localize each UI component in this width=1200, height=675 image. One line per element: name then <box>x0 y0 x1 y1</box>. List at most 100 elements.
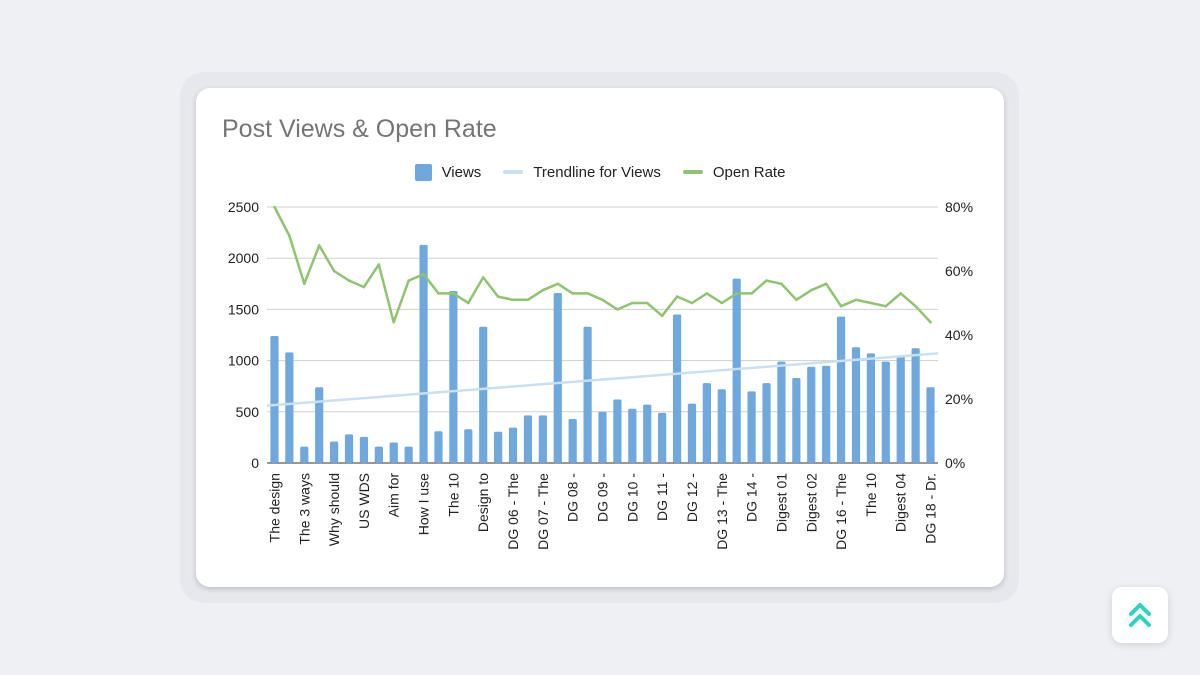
bar-views <box>643 404 652 463</box>
bar-views <box>374 446 383 463</box>
bar-views <box>523 415 533 463</box>
point-open-rate <box>616 308 619 311</box>
bar-views <box>494 431 503 463</box>
point-open-rate <box>467 301 470 305</box>
y-tick-label-right: 80% <box>945 199 973 215</box>
bar-views <box>777 361 786 463</box>
point-open-rate <box>601 298 604 302</box>
point-open-rate <box>675 295 679 298</box>
point-open-rate <box>780 282 783 286</box>
point-open-rate <box>765 279 768 282</box>
y-tick-label-left: 1000 <box>228 353 259 369</box>
point-open-rate <box>302 282 306 286</box>
bar-views <box>330 441 339 463</box>
legend-label-open-rate: Open Rate <box>712 163 786 181</box>
bar-views <box>419 244 428 463</box>
x-tick-label: The 10 <box>863 473 879 517</box>
point-open-rate <box>392 320 396 324</box>
point-open-rate <box>332 269 336 273</box>
bar-views <box>747 391 756 463</box>
bar-views <box>732 278 741 463</box>
point-open-rate <box>720 301 724 305</box>
point-open-rate <box>511 298 515 302</box>
point-open-rate <box>377 263 381 266</box>
bar-views <box>508 427 518 463</box>
chart-card: Post Views & Open Rate Views Trendline f… <box>196 88 1004 587</box>
legend-label-views: Views <box>441 163 482 181</box>
bar-views <box>687 403 697 463</box>
x-tick-label: The 10 <box>445 473 461 517</box>
legend-swatch-open-rate <box>682 170 703 174</box>
y-tick-label-left: 0 <box>251 455 259 471</box>
x-tick-label: DG 09 - <box>595 473 611 522</box>
x-tick-label: Aim for <box>386 473 402 518</box>
point-open-rate <box>481 276 485 279</box>
point-open-rate <box>586 292 589 295</box>
bar-views <box>464 429 473 463</box>
bar-views <box>479 326 488 463</box>
bar-views <box>762 383 771 463</box>
y-tick-label-left: 2000 <box>228 250 259 266</box>
bar-views <box>434 431 443 463</box>
bar-views <box>553 293 562 463</box>
bar-views <box>702 383 711 463</box>
x-tick-label: DG 13 - The <box>714 473 730 550</box>
point-open-rate <box>735 292 738 295</box>
x-tick-label: Why should <box>326 473 342 546</box>
point-open-rate <box>541 288 545 292</box>
x-tick-label: DG 18 - Dr. <box>923 473 939 544</box>
y-tick-label-right: 0% <box>945 455 965 471</box>
point-open-rate <box>824 282 828 286</box>
point-open-rate <box>273 205 276 209</box>
point-open-rate <box>854 298 858 302</box>
y-tick-label-right: 60% <box>945 263 973 279</box>
point-open-rate <box>705 292 709 295</box>
point-open-rate <box>839 304 843 308</box>
bar-views <box>300 446 309 463</box>
y-tick-label-right: 20% <box>945 391 973 407</box>
x-tick-label: The design <box>267 473 283 542</box>
point-open-rate <box>452 292 455 295</box>
point-open-rate <box>407 279 410 282</box>
bar-views <box>792 378 801 463</box>
y-tick-label-left: 2500 <box>228 199 259 215</box>
point-open-rate <box>317 244 321 247</box>
legend-item-views: Views <box>414 163 482 181</box>
x-tick-label: US WDS <box>356 473 372 529</box>
bar-views <box>568 418 577 463</box>
legend-item-open-rate: Open Rate <box>682 163 786 181</box>
bar-views <box>628 408 637 463</box>
x-tick-label: Digest 01 <box>773 473 789 532</box>
bar-views <box>881 361 890 463</box>
point-open-rate <box>526 298 530 302</box>
legend-label-trendline: Trendline for Views <box>533 163 661 181</box>
point-open-rate <box>884 304 888 308</box>
bar-views <box>911 348 920 463</box>
point-open-rate <box>556 282 560 286</box>
scroll-to-top-button[interactable] <box>1112 587 1168 643</box>
point-open-rate <box>929 320 932 324</box>
point-open-rate <box>690 301 694 305</box>
x-tick-label: The 3 ways <box>296 473 312 545</box>
bar-views <box>658 412 667 463</box>
y-tick-label-left: 1500 <box>228 301 259 317</box>
x-tick-label: DG 16 - The <box>833 473 849 550</box>
x-tick-label: DG 07 - The <box>535 473 551 550</box>
point-open-rate <box>899 292 903 295</box>
legend-swatch-views <box>414 163 432 181</box>
x-tick-label: DG 14 - <box>744 473 760 522</box>
bar-views <box>672 314 682 463</box>
point-open-rate <box>347 279 351 282</box>
y-tick-label-right: 40% <box>945 327 973 343</box>
bar-views <box>404 446 413 463</box>
x-tick-label: DG 08 - <box>565 473 581 522</box>
bar-views <box>389 442 398 463</box>
bar-views <box>598 411 607 463</box>
bar-views <box>583 326 592 463</box>
point-open-rate <box>869 301 873 305</box>
x-tick-label: Digest 02 <box>803 473 819 532</box>
line-open-rate <box>273 206 932 324</box>
point-open-rate <box>809 288 813 292</box>
point-open-rate <box>660 314 664 318</box>
point-open-rate <box>914 304 917 308</box>
